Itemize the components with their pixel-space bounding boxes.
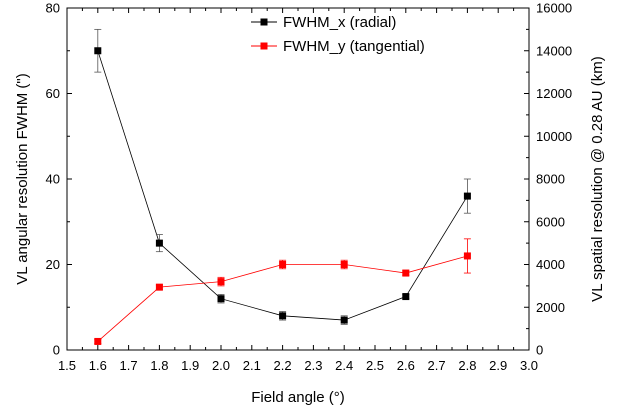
- right-y-tick-label: 8000: [536, 172, 565, 187]
- right-y-tick-label: 10000: [536, 129, 572, 144]
- x-tick-label: 1.7: [120, 358, 138, 373]
- right-y-axis-title: VL spatial resolution @ 0.28 AU (km): [589, 56, 606, 302]
- x-tick-label: 2.1: [243, 358, 261, 373]
- legend: FWHM_x (radial) FWHM_y (tangential): [251, 14, 425, 55]
- plot-frame: [66, 7, 530, 351]
- legend-label-fwhm-y: FWHM_y (tangential): [283, 38, 425, 55]
- data-point-1: [463, 252, 471, 260]
- x-tick-label: 1.6: [89, 358, 107, 373]
- series-lines: [97, 50, 468, 342]
- data-points: [94, 47, 471, 345]
- data-point-0: [279, 312, 287, 320]
- data-point-1: [94, 337, 102, 345]
- left-y-tick-label: 80: [46, 1, 60, 16]
- x-tick-label: 1.9: [181, 358, 199, 373]
- legend-marker-fwhm-y: [260, 42, 268, 50]
- data-point-1: [279, 261, 287, 268]
- right-y-tick-label: 16000: [536, 1, 572, 16]
- error-bars: [94, 28, 471, 344]
- x-axis-title: Field angle (°): [251, 389, 345, 406]
- x-tick-label: 1.5: [58, 358, 76, 373]
- x-tick-label: 2.2: [274, 358, 292, 373]
- left-y-tick-label: 40: [46, 172, 60, 187]
- x-tick-label: 2.9: [489, 358, 507, 373]
- x-tick-label: 2.7: [428, 358, 446, 373]
- right-y-tick-label: 2000: [536, 300, 565, 315]
- series-line-0: [97, 50, 468, 321]
- data-point-0: [155, 239, 163, 247]
- data-point-1: [217, 278, 225, 286]
- x-tick-label: 1.8: [150, 358, 168, 373]
- data-point-0: [402, 293, 410, 301]
- x-tick-label: 2.6: [397, 358, 415, 373]
- x-tick-label: 2.4: [335, 358, 353, 373]
- x-tick-label: 2.3: [304, 358, 322, 373]
- data-point-1: [340, 261, 348, 268]
- data-point-1: [155, 283, 163, 291]
- right-y-tick-label: 6000: [536, 214, 565, 229]
- left-y-tick-label: 20: [46, 257, 60, 272]
- data-point-0: [94, 47, 102, 55]
- tick-marks: [66, 7, 530, 351]
- x-tick-label: 3.0: [520, 358, 538, 373]
- data-point-0: [463, 192, 471, 200]
- data-point-0: [340, 316, 348, 324]
- data-point-1: [402, 269, 410, 277]
- legend-marker-fwhm-x: [260, 18, 268, 26]
- left-y-tick-label: 0: [53, 343, 60, 358]
- right-y-tick-label: 4000: [536, 257, 565, 272]
- x-tick-label: 2.8: [458, 358, 476, 373]
- data-point-0: [217, 295, 225, 303]
- right-y-tick-label: 14000: [536, 43, 572, 58]
- left-y-tick-label: 60: [46, 86, 60, 101]
- left-y-axis-title: VL angular resolution FWHM ("): [14, 73, 31, 285]
- x-tick-label: 2.5: [366, 358, 384, 373]
- x-tick-label: 2.0: [212, 358, 230, 373]
- right-y-tick-label: 12000: [536, 86, 572, 101]
- right-y-tick-label: 0: [536, 343, 543, 358]
- legend-label-fwhm-x: FWHM_x (radial): [283, 14, 396, 31]
- tick-labels: 1.5 1.6 1.7 1.8 1.9 2.0 2.1 2.2 2.3 2.4 2.5 2.6 2.7 2…: [46, 1, 573, 374]
